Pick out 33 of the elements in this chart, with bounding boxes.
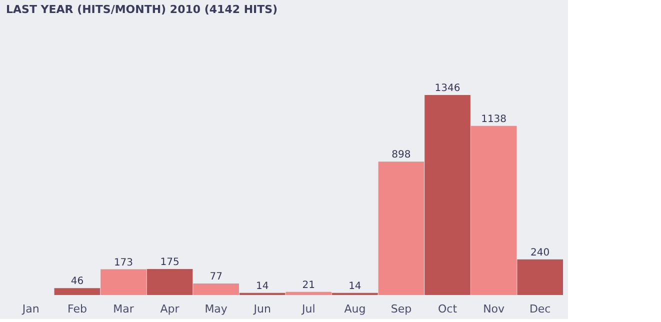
data-label: 1346 bbox=[434, 83, 460, 94]
bar bbox=[424, 95, 470, 295]
bar bbox=[146, 268, 193, 295]
bar bbox=[286, 292, 332, 295]
x-tick-label: Aug bbox=[344, 302, 366, 316]
x-tick-label: Apr bbox=[160, 302, 180, 316]
x-tick-label: Jan bbox=[21, 302, 40, 316]
data-label: 1138 bbox=[481, 114, 507, 125]
x-tick-label: Jun bbox=[252, 302, 271, 316]
x-tick-label: Oct bbox=[438, 302, 458, 316]
bar bbox=[193, 284, 239, 295]
x-tick-label: Jul bbox=[301, 302, 316, 316]
data-label: 46 bbox=[70, 276, 84, 288]
bar bbox=[100, 269, 146, 295]
x-tick-label: Sep bbox=[390, 302, 412, 316]
data-label: 898 bbox=[392, 150, 411, 161]
bar bbox=[470, 126, 517, 295]
chart-title: LAST YEAR (HITS/MONTH) 2010 (4142 HITS) bbox=[6, 3, 278, 16]
x-tick-label: Nov bbox=[483, 302, 506, 316]
data-label: 21 bbox=[302, 280, 316, 291]
bar bbox=[54, 288, 100, 295]
x-tick-label: Dec bbox=[529, 302, 551, 316]
bar bbox=[517, 259, 563, 295]
data-label: 14 bbox=[256, 280, 269, 292]
x-tick-label: May bbox=[204, 302, 228, 316]
data-label: 77 bbox=[210, 272, 222, 283]
bar bbox=[378, 162, 424, 295]
x-tick-label: Feb bbox=[67, 302, 87, 316]
data-label: 240 bbox=[530, 247, 550, 258]
x-tick-label: Mar bbox=[113, 302, 134, 316]
data-label: 175 bbox=[160, 256, 180, 268]
data-label: 173 bbox=[114, 257, 134, 268]
data-label: 14 bbox=[348, 280, 362, 292]
